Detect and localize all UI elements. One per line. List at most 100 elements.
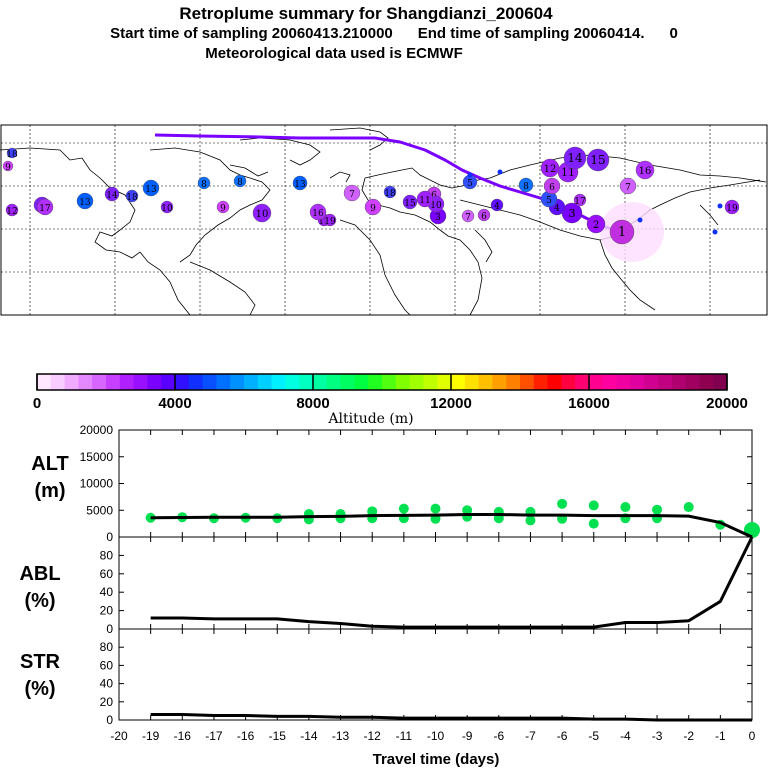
plume-marker-label: 17 — [39, 204, 51, 214]
plume-marker-18 — [6, 147, 18, 159]
plume-marker-7 — [619, 177, 637, 195]
colorbar-cell — [299, 374, 314, 390]
colorbar-cell — [630, 374, 645, 390]
plume-marker-12 — [540, 158, 560, 178]
plume-marker-18 — [125, 189, 139, 203]
plume-marker-label: 10 — [161, 204, 173, 214]
plume-marker-label: 10 — [256, 209, 269, 220]
plume-marker-label: 1 — [618, 225, 626, 240]
plume-marker-9 — [2, 160, 14, 172]
y-tick-label: 0 — [106, 530, 113, 544]
x-tick-label: -10 — [427, 729, 445, 743]
plume-marker-11 — [416, 190, 434, 208]
plume-marker-17 — [36, 198, 54, 216]
plume-marker-13 — [292, 175, 308, 191]
plume-marker-label: 16 — [312, 209, 324, 219]
plume-marker-label: 14 — [567, 151, 583, 165]
plume-marker-label: 2 — [593, 220, 599, 231]
x-tick-label: -14 — [300, 729, 318, 743]
plume-marker-label: 8 — [201, 180, 207, 190]
plume-marker-label: 6 — [549, 183, 555, 193]
colorbar-tick-label: 8000 — [296, 395, 329, 412]
plume-dot — [637, 217, 643, 223]
x-tick-label: 0 — [749, 729, 756, 743]
colorbar-tick-label: 16000 — [568, 395, 610, 412]
plume-marker-8 — [233, 174, 247, 188]
plume-marker-label: 9 — [370, 204, 376, 214]
altitude-scatter-point — [620, 502, 631, 513]
y-tick-label: 20 — [100, 604, 114, 618]
plume-marker-label: 18 — [126, 193, 138, 203]
colorbar-tick-label: 4000 — [158, 395, 191, 412]
altitude-scatter-point — [398, 503, 409, 514]
plume-marker-label: 6 — [481, 212, 487, 222]
colorbar-cell — [395, 374, 411, 390]
plume-marker-16 — [309, 203, 327, 221]
altitude-scatter-point — [430, 503, 441, 514]
colorbar-cell — [644, 374, 659, 390]
altitude-colorbar: 0 4000 8000 12000 16000 20000 Altitude (m) — [33, 373, 748, 427]
panel-frame — [118, 536, 753, 630]
altitude-scatter-point — [588, 500, 599, 511]
plume-marker-label: 17 — [574, 197, 586, 207]
colorbar-cell — [575, 374, 590, 390]
plume-marker-10 — [252, 203, 272, 223]
colorbar-cell — [37, 374, 52, 390]
plume-marker-12 — [5, 203, 19, 217]
altitude-scatter-point — [683, 502, 694, 513]
plume-marker-label: 3 — [435, 213, 441, 223]
plume-marker-label: 8 — [523, 182, 529, 192]
colorbar-cell — [50, 374, 66, 390]
colorbar-cell — [326, 374, 342, 390]
panel-alt: ALT (m) 0 5000 10000 15000 20000 — [31, 423, 760, 544]
plume-marker-4 — [490, 198, 504, 212]
plume-marker-18 — [383, 185, 397, 199]
plume-marker-label: 13 — [145, 185, 157, 195]
panel-label: ABL — [19, 563, 60, 585]
panel-frame — [118, 628, 753, 721]
colorbar-cell — [340, 374, 355, 390]
y-tick-label: 20 — [100, 695, 114, 709]
colorbar-cell — [547, 374, 562, 390]
plume-dot — [467, 172, 473, 178]
plume-marker-label: 13 — [79, 198, 91, 208]
plume-marker-label: 15 — [590, 153, 605, 167]
sampling-time-line: Start time of sampling 20060413.210000 E… — [110, 25, 678, 42]
panel-unit-label: (m) — [34, 480, 65, 502]
x-tick-label: -17 — [205, 729, 223, 743]
colorbar-cell — [285, 374, 300, 390]
y-tick-label: 0 — [106, 713, 113, 727]
plume-marker-label: 13 — [294, 180, 306, 190]
colorbar-cell — [671, 374, 687, 390]
colorbar-cell — [713, 374, 728, 390]
plume-marker-14 — [104, 186, 120, 202]
colorbar-tick-label: 12000 — [430, 395, 472, 412]
colorbar-cell — [78, 374, 93, 390]
plume-marker-label: 7 — [465, 213, 471, 223]
plume-marker-label: 8 — [237, 178, 243, 188]
y-tick-label: 10000 — [80, 477, 114, 491]
plume-marker-9 — [216, 200, 230, 214]
time-series-panels: ALT (m) 0 5000 10000 15000 20000 ABL (%) 0 20 40 60 8… — [19, 423, 760, 768]
panel-abl: ABL (%) 0 20 40 60 80 — [19, 536, 754, 636]
colorbar-label: Altitude (m) — [327, 411, 413, 427]
colorbar-cell — [230, 374, 245, 390]
panel-label: STR — [20, 651, 61, 673]
plume-marker-label: 19 — [726, 204, 738, 214]
chart-title: Retroplume summary for Shangdianzi_20060… — [179, 4, 553, 23]
plume-marker-label: 15 — [404, 199, 416, 209]
colorbar-cell — [188, 374, 204, 390]
plume-marker-15 — [586, 148, 610, 172]
plume-dot — [712, 229, 718, 235]
altitude-scatter-point — [367, 506, 378, 517]
altitude-scatter-point — [557, 498, 568, 509]
y-tick-label: 5000 — [86, 503, 113, 517]
colorbar-cell — [451, 374, 466, 390]
plume-marker-8 — [518, 177, 534, 193]
colorbar-cell — [685, 374, 700, 390]
colorbar-cell — [175, 374, 190, 390]
colorbar-cell — [506, 374, 521, 390]
